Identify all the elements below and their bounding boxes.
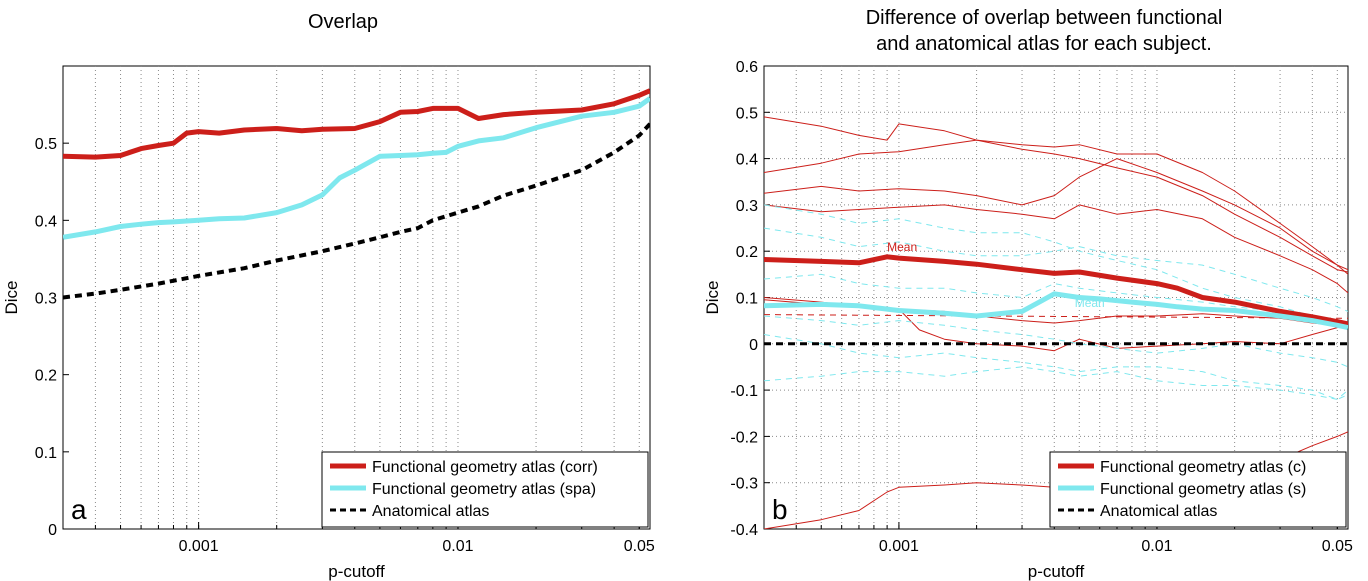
chart-panel-b: Difference of overlap between functional…: [703, 7, 1353, 581]
x-axis-label: p-cutoff: [1028, 562, 1085, 581]
legend-label: Functional geometry atlas (s): [1100, 481, 1306, 498]
chart-title-line-1: Difference of overlap between functional: [866, 7, 1223, 29]
legend: Functional geometry atlas (corr) Function…: [321, 451, 649, 528]
subject-line: [764, 204, 1348, 294]
legend-label: Functional geometry atlas (c): [1100, 459, 1306, 476]
x-tick-label: 0.05: [624, 538, 655, 555]
x-tick-label: 0.05: [1322, 538, 1353, 555]
x-tick-label: 0.001: [879, 538, 919, 555]
y-tick-label: 0.2: [736, 244, 758, 261]
panel-label: b: [772, 494, 788, 525]
panel-label: a: [71, 494, 87, 525]
subject-line: [764, 158, 1348, 271]
legend-label: Functional geometry atlas (corr): [372, 459, 598, 476]
y-tick-label: 0.2: [35, 368, 57, 385]
x-tick-label: 0.001: [179, 538, 219, 555]
y-tick-label: 0.3: [35, 291, 57, 308]
y-axis-label: Dice: [703, 280, 722, 314]
series-group: [63, 88, 650, 300]
subject-line: [764, 204, 1348, 331]
legend: Functional geometry atlas (c) Functional …: [1049, 451, 1347, 528]
y-tick-label: 0.4: [35, 213, 57, 230]
subject-line: [764, 315, 1348, 368]
x-tick-label: 0.01: [1141, 538, 1172, 555]
subject-line: [764, 334, 1348, 400]
series-line: [63, 88, 650, 160]
y-tick-label: 0.6: [736, 59, 758, 76]
series-group: [764, 116, 1348, 529]
y-tick-label: 0: [48, 522, 57, 539]
x-tick-label: 0.01: [442, 538, 473, 555]
chart-panel-a: Overlap 0 0.1 0.2 0.3 0.4 0.5 0.001 0.01 0.05 p-c…: [2, 11, 655, 581]
y-axis-label: Dice: [2, 280, 21, 314]
y-tick-label: 0.1: [736, 291, 758, 308]
y-tick-label: 0.3: [736, 198, 758, 215]
subject-line: [764, 139, 1348, 273]
y-tick-label: -0.3: [730, 476, 758, 493]
y-tick-label: -0.1: [730, 383, 758, 400]
legend-box: [1049, 451, 1347, 528]
legend-label: Anatomical atlas: [372, 503, 489, 520]
subject-line: [764, 314, 1348, 319]
chart-title-line-2: and anatomical atlas for each subject.: [876, 33, 1212, 55]
y-tick-label: 0: [749, 337, 758, 354]
y-tick-label: -0.4: [730, 522, 758, 539]
y-tick-label: 0.1: [35, 445, 57, 462]
series-line: [63, 96, 650, 240]
annotation-label: Mean: [1075, 296, 1105, 310]
y-tick-label: -0.2: [730, 429, 758, 446]
chart-title: Overlap: [308, 11, 378, 33]
legend-label: Functional geometry atlas (spa): [372, 481, 596, 498]
x-axis-label: p-cutoff: [328, 562, 385, 581]
annotation-label: Mean: [887, 240, 917, 254]
legend-box: [321, 451, 649, 528]
legend-label: Anatomical atlas: [1100, 503, 1217, 520]
subject-line: [764, 366, 1348, 400]
series-line: [764, 291, 1348, 331]
y-tick-label: 0.4: [736, 152, 758, 169]
subject-line: [764, 227, 1348, 312]
series-line: [63, 122, 650, 300]
subject-line: [764, 116, 1348, 275]
y-tick-label: 0.5: [35, 136, 57, 153]
y-tick-label: 0.5: [736, 105, 758, 122]
series-line: [764, 254, 1348, 327]
